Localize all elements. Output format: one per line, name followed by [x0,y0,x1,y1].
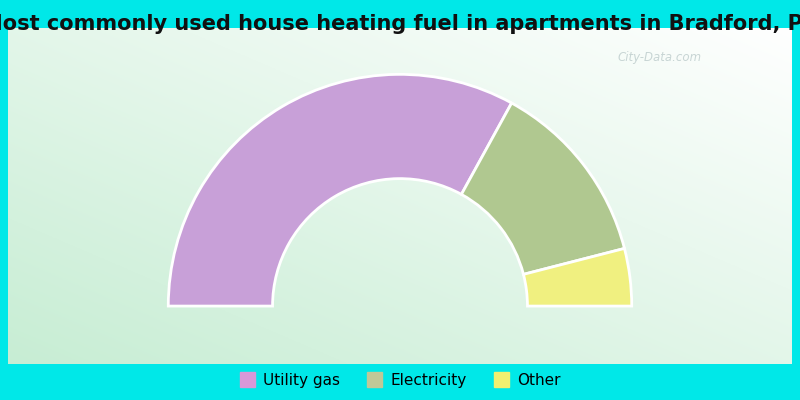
Text: Most commonly used house heating fuel in apartments in Bradford, PA: Most commonly used house heating fuel in… [0,14,800,34]
Wedge shape [462,103,625,274]
Wedge shape [168,74,512,306]
Legend: Utility gas, Electricity, Other: Utility gas, Electricity, Other [234,366,566,394]
Text: City-Data.com: City-Data.com [617,51,702,64]
Wedge shape [523,248,632,306]
